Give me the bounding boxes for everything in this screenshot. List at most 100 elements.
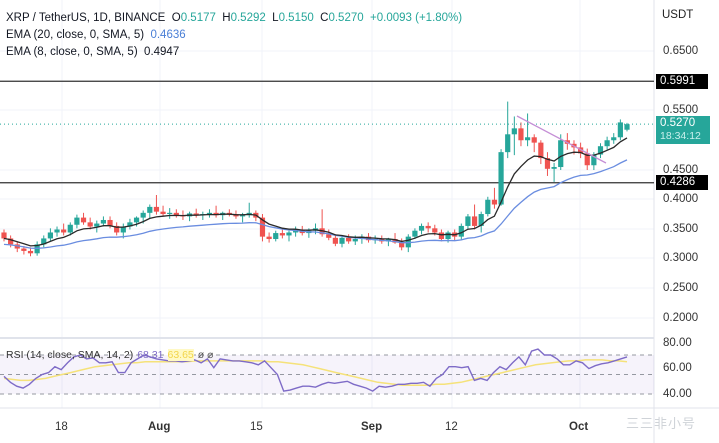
candle-body <box>206 212 213 215</box>
candle-body <box>465 216 471 226</box>
candle-body <box>511 128 517 135</box>
candle-body <box>399 242 405 248</box>
current-price-tag: 0.5270 18:34:12 <box>656 116 710 144</box>
price-tick: 0.2000 <box>663 312 699 324</box>
time-axis-label: Aug <box>148 421 171 433</box>
candle-body <box>425 225 431 229</box>
candle-body <box>326 234 332 238</box>
resistance-price-tag: 0.5991 <box>656 74 708 89</box>
rsi-value: 68.31 <box>137 349 164 361</box>
candle-body <box>412 230 418 237</box>
low-value: 0.5150 <box>278 12 314 24</box>
candle-body <box>1 232 7 239</box>
trend-line <box>516 115 607 164</box>
candle-body <box>100 219 107 224</box>
rsi-tick: 60.00 <box>663 362 692 374</box>
ema20-line <box>3 159 628 249</box>
candle-body <box>120 226 126 233</box>
candle-body <box>498 152 504 205</box>
candle-body <box>604 140 610 147</box>
candle-body <box>67 224 73 233</box>
candle-body <box>133 217 140 223</box>
ema20-value: 0.4636 <box>150 29 186 41</box>
candle-body <box>8 238 14 245</box>
symbol-title[interactable]: XRP / TetherUS, 1D, BINANCE <box>6 12 166 24</box>
price-tick: 0.2500 <box>663 282 699 294</box>
candle-body <box>259 217 266 237</box>
ema8-legend[interactable]: EMA (8, close, 0, SMA, 5) 0.4947 <box>6 46 180 58</box>
candle-body <box>617 122 623 138</box>
candle-body <box>478 214 484 226</box>
candle-body <box>114 225 120 233</box>
candle-body <box>239 215 246 217</box>
candle-body <box>558 140 564 168</box>
candle-body <box>578 147 584 154</box>
candle-body <box>339 237 345 244</box>
candle-body <box>193 213 199 216</box>
ema8-line <box>3 137 628 247</box>
candle-body <box>611 137 617 141</box>
price-tick: 0.4000 <box>663 193 699 205</box>
candle-body <box>597 146 604 155</box>
candle-body <box>127 222 133 227</box>
price-tick: 0.5500 <box>663 104 699 116</box>
ema8-value: 0.4947 <box>144 46 180 58</box>
candle-body <box>140 212 146 218</box>
candle-body <box>432 228 438 233</box>
candle-body <box>584 153 590 166</box>
time-axis-label: 15 <box>250 421 263 433</box>
candle-body <box>61 229 67 233</box>
time-axis-label: Oct <box>569 421 589 433</box>
candle-body <box>286 232 292 236</box>
candle-body <box>438 232 445 240</box>
candle-body <box>87 222 93 227</box>
candle-body <box>27 250 34 254</box>
candle-body <box>524 137 531 141</box>
candle-body <box>107 219 113 226</box>
support-price-tag: 0.4286 <box>656 175 708 190</box>
symbol-legend: XRP / TetherUS, 1D, BINANCE O0.5177 H0.5… <box>6 12 463 24</box>
rsi-line <box>3 348 628 392</box>
candle-body <box>54 229 60 233</box>
rsi-tick: 40.00 <box>663 388 692 400</box>
time-axis-label: 12 <box>445 421 458 433</box>
candle-body <box>471 216 478 226</box>
candle-body <box>153 206 160 212</box>
time-axis-label: 18 <box>55 421 68 433</box>
candle-body <box>544 158 551 169</box>
candle-body <box>531 137 537 143</box>
candle-body <box>485 199 491 215</box>
price-tick: 0.3500 <box>663 223 699 235</box>
candle-body <box>80 217 87 223</box>
watermark: 三三非小号 <box>626 416 697 431</box>
candle-body <box>41 238 47 245</box>
rsi-settings-icons[interactable]: ø ⌀ <box>197 349 214 361</box>
bar-countdown: 18:34:12 <box>660 130 701 142</box>
time-axis-label: Sep <box>361 421 383 433</box>
candle-body <box>538 142 544 159</box>
candle-body <box>226 212 232 215</box>
candle-body <box>47 232 53 239</box>
candle-body <box>624 124 630 130</box>
candle-body <box>352 239 358 242</box>
candle-body <box>551 167 557 169</box>
ema20-legend[interactable]: EMA (20, close, 0, SMA, 5) 0.4636 <box>6 29 186 41</box>
candle-body <box>273 233 279 240</box>
high-value: 0.5292 <box>230 12 266 24</box>
close-value: 0.5270 <box>328 12 364 24</box>
candle-body <box>385 239 392 242</box>
candle-body <box>505 134 511 153</box>
price-tick: 0.4500 <box>663 164 699 176</box>
candle-body <box>173 212 179 216</box>
candle-body <box>458 225 464 237</box>
candle-body <box>167 212 173 215</box>
candle-body <box>94 223 100 227</box>
candle-body <box>518 128 524 141</box>
candle-body <box>445 232 451 240</box>
candle-body <box>74 217 80 225</box>
candle-body <box>405 236 411 248</box>
candle-body <box>346 237 352 242</box>
rsi-legend[interactable]: RSI (14, close, SMA, 14, 2) 68.31 63.65 ø ⌀ <box>6 349 214 361</box>
candle-body <box>418 225 425 231</box>
